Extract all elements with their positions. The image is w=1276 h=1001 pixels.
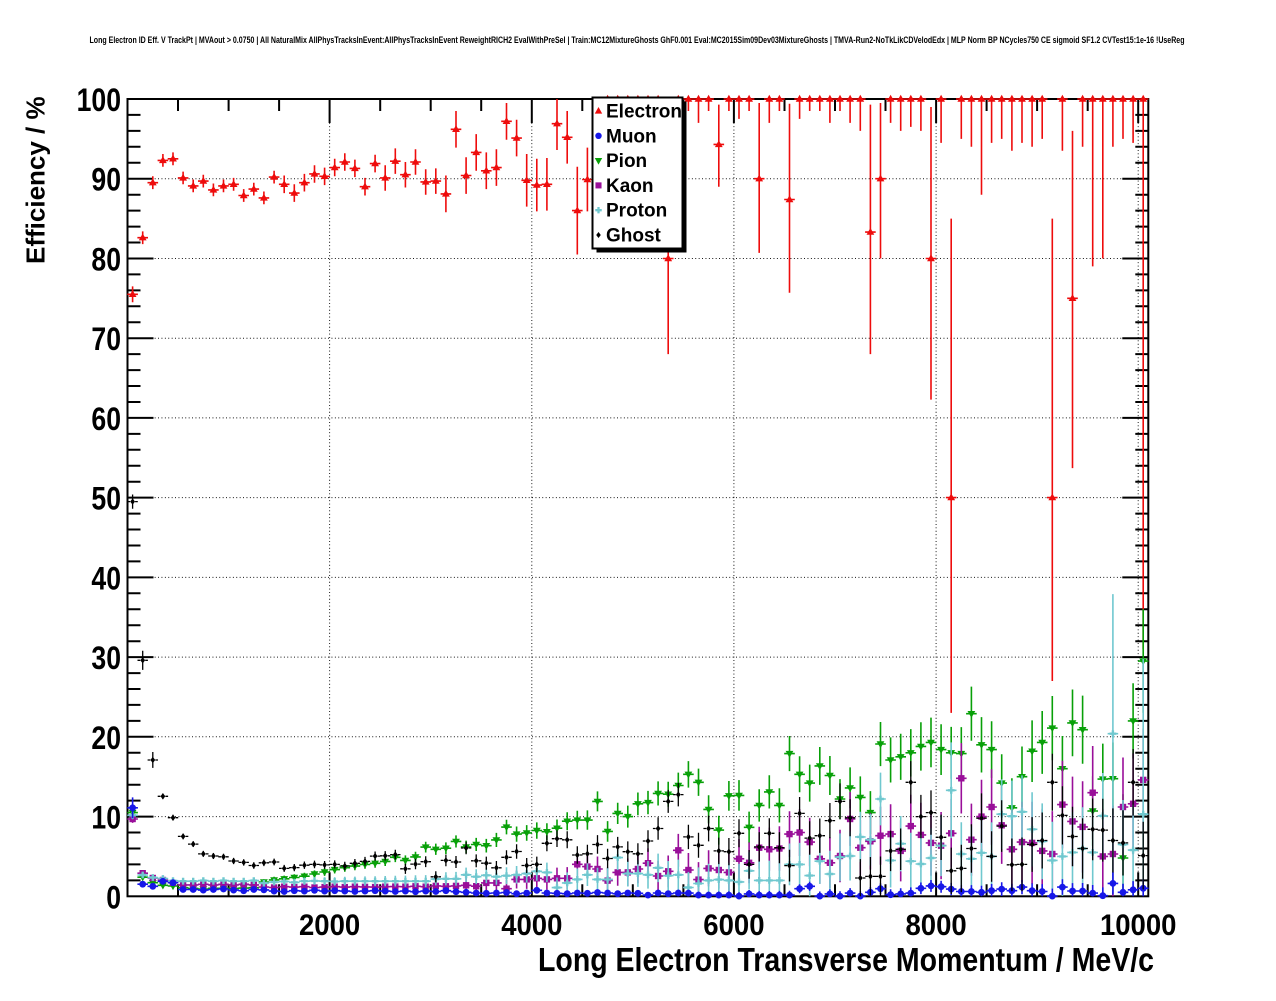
svg-text:4000: 4000 [501,909,562,942]
svg-text:50: 50 [91,481,121,517]
svg-text:Efficiency / %: Efficiency / % [21,96,51,264]
svg-text:Muon: Muon [606,126,657,147]
svg-text:Kaon: Kaon [606,176,654,197]
svg-text:90: 90 [91,162,121,198]
svg-text:80: 80 [91,242,121,278]
svg-text:20: 20 [91,720,121,756]
svg-text:Long Electron ID Eff. V TrackP: Long Electron ID Eff. V TrackPt | MVAout… [90,35,1185,45]
svg-text:Proton: Proton [606,201,667,222]
svg-text:100: 100 [77,82,121,118]
svg-text:Ghost: Ghost [606,226,662,247]
svg-text:0: 0 [106,879,121,915]
svg-text:6000: 6000 [703,909,764,942]
svg-text:60: 60 [91,401,121,437]
svg-text:Long Electron Transverse Momen: Long Electron Transverse Momentum / MeV/… [538,941,1154,978]
svg-text:Pion: Pion [606,151,647,172]
svg-text:Electron: Electron [606,102,682,123]
svg-text:40: 40 [91,560,121,596]
svg-text:2000: 2000 [299,909,360,942]
svg-text:10: 10 [91,800,121,836]
svg-text:10000: 10000 [1100,909,1177,942]
svg-text:70: 70 [91,321,121,357]
svg-text:8000: 8000 [906,909,967,942]
svg-text:30: 30 [91,640,121,676]
